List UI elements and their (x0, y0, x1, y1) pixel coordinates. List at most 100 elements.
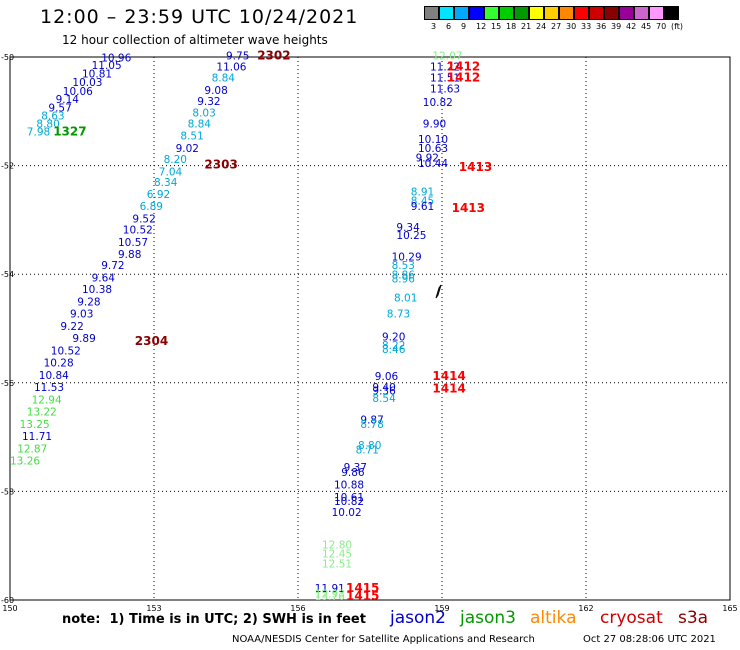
wave-height-label: 12.87 (17, 443, 47, 455)
wave-height-label: 11.22 (430, 62, 460, 74)
y-tick-label: -52 (1, 162, 14, 171)
wave-height-label: 9.20 (382, 331, 405, 343)
wave-height-label: 8.46 (382, 344, 406, 356)
wave-height-label: 9.34 (396, 222, 420, 234)
legend-swatch (469, 6, 484, 20)
wave-height-label: 9.22 (60, 321, 83, 333)
wave-height-label: 8.86 (392, 270, 416, 282)
y-tick-label: -56 (1, 379, 14, 388)
wave-height-color-legend (424, 6, 679, 20)
legend-label: 12 (476, 22, 487, 31)
legend-label: 21 (521, 22, 532, 31)
x-tick-label: 156 (290, 604, 305, 613)
wave-height-label: 8.80 (36, 119, 59, 131)
wave-height-label: 9.64 (92, 272, 116, 284)
wave-height-label: 8.20 (164, 154, 187, 166)
wave-height-label: 10.38 (82, 284, 112, 296)
x-tick-label: 159 (434, 604, 449, 613)
legend-swatch (439, 6, 454, 20)
wave-height-label: 10.02 (332, 507, 362, 519)
legend-label: 18 (506, 22, 517, 31)
legend-label: (ft) (671, 22, 684, 31)
wave-height-label: 8.84 (188, 119, 212, 131)
legend-labels: 3 6 9 12 15 18 21 24 27 30 33 36 39 42 45 70 (ft) (424, 22, 740, 34)
wave-height-label: 8.71 (356, 444, 379, 456)
legend-label: 39 (611, 22, 622, 31)
pass-time-label: 2303 (204, 157, 237, 171)
wave-height-label: 9.57 (48, 102, 71, 114)
wave-height-label: 10.28 (44, 358, 74, 370)
wave-height-label: 8.53 (392, 260, 415, 272)
wave-height-label: 7.98 (27, 127, 50, 139)
wave-height-label: 11.51 (430, 72, 460, 84)
wave-height-label: 8.84 (212, 72, 236, 84)
wave-height-label: 9.87 (360, 415, 383, 427)
wave-height-label: 12.45 (322, 549, 352, 561)
generated-timestamp: Oct 27 08:28:06 UTC 2021 (583, 634, 716, 645)
wave-height-label: 12.51 (322, 558, 352, 570)
legend-swatch (514, 6, 529, 20)
pass-time-label: 1327 (53, 125, 86, 139)
y-tick-label: -50 (1, 53, 14, 62)
wave-height-label: 10.82 (423, 97, 453, 109)
legend-swatch (499, 6, 514, 20)
satellite-jason2: jason2 (390, 608, 446, 628)
wave-height-label: 8.91 (411, 186, 434, 198)
wave-height-label: 13.22 (27, 406, 57, 418)
pass-time-label: 1413 (459, 160, 492, 174)
legend-label: 3 (431, 22, 437, 31)
wave-height-label: 9.89 (72, 333, 95, 345)
wave-height-label: 7.04 (159, 166, 183, 178)
wave-height-label: 9.14 (56, 94, 80, 106)
wave-height-label: 13.26 (10, 455, 40, 467)
satellite-jason3: jason3 (460, 608, 516, 628)
wave-height-label: 8.96 (392, 273, 416, 285)
legend-label: 45 (641, 22, 652, 31)
wave-height-label: 10.84 (39, 370, 69, 382)
wave-height-label: 6.89 (140, 201, 163, 213)
wave-height-label: 8.51 (180, 131, 203, 143)
pass-time-label: 1415 (346, 581, 379, 595)
legend-swatch (604, 6, 619, 20)
legend-swatch (454, 6, 469, 20)
wave-height-label: 6.92 (147, 189, 170, 201)
y-tick-label: -60 (1, 596, 14, 605)
wave-height-label: 10.57 (118, 237, 148, 249)
wave-height-label: 9.72 (101, 260, 124, 272)
wave-height-label: 8.54 (372, 393, 396, 405)
wave-height-label: 10.61 (334, 492, 364, 504)
wave-height-label: 9.06 (375, 371, 399, 383)
legend-label: 70 (656, 22, 667, 31)
wave-height-label: 9.90 (423, 119, 446, 131)
satellite-altika: altika (530, 608, 577, 628)
wave-height-label: 10.52 (51, 346, 81, 358)
wave-height-label: 9.61 (411, 201, 434, 213)
pass-time-label: 2302 (257, 49, 290, 63)
wave-height-label: 8.34 (154, 177, 178, 189)
wave-height-label: 8.03 (192, 108, 215, 120)
wave-height-label: 8.63 (41, 110, 64, 122)
legend-swatch (619, 6, 634, 20)
wave-height-label: 9.36 (372, 386, 396, 398)
wave-height-label: 9.40 (372, 382, 395, 394)
pass-time-label: 2304 (135, 334, 168, 348)
pass-time-label: 1412 (447, 60, 480, 74)
wave-height-label: 8.45 (411, 196, 434, 208)
y-tick-label: -54 (1, 270, 14, 279)
wave-height-label: 11.63 (430, 83, 460, 95)
wave-height-label: 9.03 (70, 309, 93, 321)
x-tick-label: 165 (722, 604, 737, 613)
wave-height-label: 12.93 (315, 588, 345, 600)
wave-height-label: 9.92 (416, 152, 439, 164)
y-tick-label: -58 (1, 487, 14, 496)
pass-time-label: 1413 (452, 201, 485, 215)
wave-height-label: 11.05 (92, 60, 122, 72)
wave-height-label: 12.07 (432, 51, 462, 63)
wave-height-label: 9.32 (197, 96, 220, 108)
legend-swatch (664, 6, 679, 20)
legend-swatch (529, 6, 544, 20)
wave-height-label: 11.71 (22, 431, 52, 443)
legend-label: 9 (461, 22, 467, 31)
wave-height-label: 11.53 (34, 382, 64, 394)
